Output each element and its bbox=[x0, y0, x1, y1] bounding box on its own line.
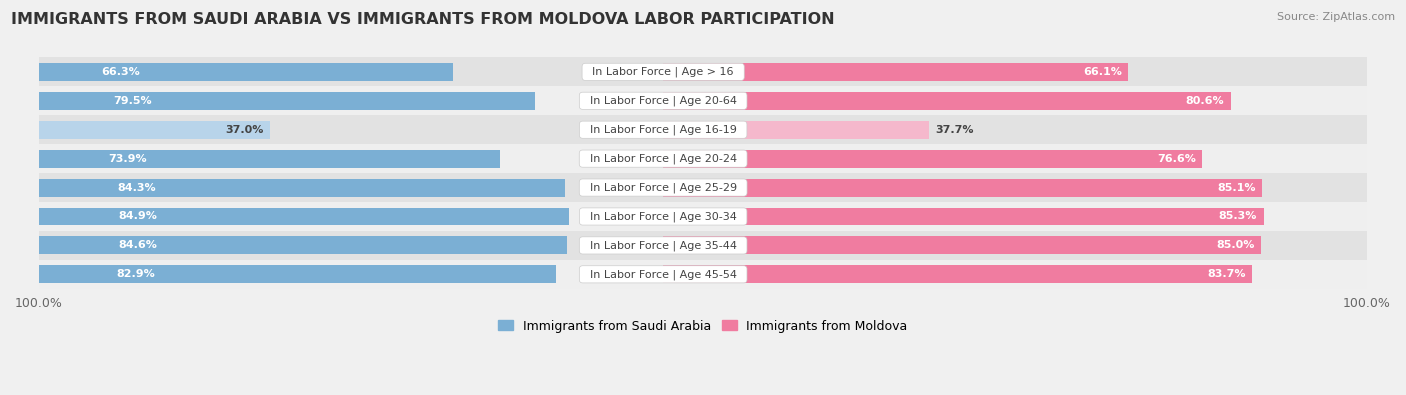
Text: 82.9%: 82.9% bbox=[117, 269, 155, 279]
Bar bbox=[39, 115, 1367, 144]
Bar bbox=[664, 121, 928, 139]
Text: 37.7%: 37.7% bbox=[935, 125, 974, 135]
Bar bbox=[39, 231, 1367, 260]
Text: In Labor Force | Age 45-54: In Labor Force | Age 45-54 bbox=[582, 269, 744, 280]
Bar bbox=[39, 150, 501, 167]
Bar bbox=[664, 179, 1263, 197]
Text: 85.0%: 85.0% bbox=[1216, 241, 1254, 250]
Text: 76.6%: 76.6% bbox=[1157, 154, 1195, 164]
Text: In Labor Force | Age 16-19: In Labor Force | Age 16-19 bbox=[582, 124, 744, 135]
Bar bbox=[664, 92, 1230, 110]
Bar bbox=[39, 144, 1367, 173]
Text: 85.3%: 85.3% bbox=[1219, 211, 1257, 222]
Bar bbox=[664, 207, 1264, 226]
Bar bbox=[39, 173, 1367, 202]
Bar bbox=[664, 265, 1253, 283]
Text: Source: ZipAtlas.com: Source: ZipAtlas.com bbox=[1277, 12, 1395, 22]
Text: In Labor Force | Age 20-24: In Labor Force | Age 20-24 bbox=[582, 153, 744, 164]
Bar bbox=[39, 121, 270, 139]
Text: 84.6%: 84.6% bbox=[118, 241, 157, 250]
Text: 66.1%: 66.1% bbox=[1083, 67, 1122, 77]
Bar bbox=[39, 92, 536, 110]
Text: IMMIGRANTS FROM SAUDI ARABIA VS IMMIGRANTS FROM MOLDOVA LABOR PARTICIPATION: IMMIGRANTS FROM SAUDI ARABIA VS IMMIGRAN… bbox=[11, 12, 835, 27]
Bar bbox=[39, 265, 557, 283]
Text: 84.3%: 84.3% bbox=[118, 182, 156, 192]
Bar bbox=[664, 63, 1129, 81]
Text: In Labor Force | Age > 16: In Labor Force | Age > 16 bbox=[585, 67, 741, 77]
Bar bbox=[39, 202, 1367, 231]
Bar bbox=[39, 87, 1367, 115]
Text: 80.6%: 80.6% bbox=[1185, 96, 1223, 106]
Text: In Labor Force | Age 20-64: In Labor Force | Age 20-64 bbox=[582, 96, 744, 106]
Text: 84.9%: 84.9% bbox=[118, 211, 157, 222]
Text: 37.0%: 37.0% bbox=[225, 125, 263, 135]
Bar bbox=[39, 237, 567, 254]
Text: 85.1%: 85.1% bbox=[1218, 182, 1256, 192]
Bar bbox=[39, 57, 1367, 87]
Text: In Labor Force | Age 35-44: In Labor Force | Age 35-44 bbox=[582, 240, 744, 251]
Bar bbox=[39, 179, 565, 197]
Bar bbox=[39, 63, 453, 81]
Text: In Labor Force | Age 30-34: In Labor Force | Age 30-34 bbox=[582, 211, 744, 222]
Bar bbox=[39, 207, 569, 226]
Text: 73.9%: 73.9% bbox=[108, 154, 146, 164]
Text: 66.3%: 66.3% bbox=[101, 67, 139, 77]
Text: In Labor Force | Age 25-29: In Labor Force | Age 25-29 bbox=[582, 182, 744, 193]
Bar bbox=[664, 237, 1261, 254]
Legend: Immigrants from Saudi Arabia, Immigrants from Moldova: Immigrants from Saudi Arabia, Immigrants… bbox=[494, 315, 912, 338]
Text: 79.5%: 79.5% bbox=[114, 96, 152, 106]
Text: 83.7%: 83.7% bbox=[1208, 269, 1246, 279]
Bar bbox=[39, 260, 1367, 289]
Bar bbox=[664, 150, 1202, 167]
